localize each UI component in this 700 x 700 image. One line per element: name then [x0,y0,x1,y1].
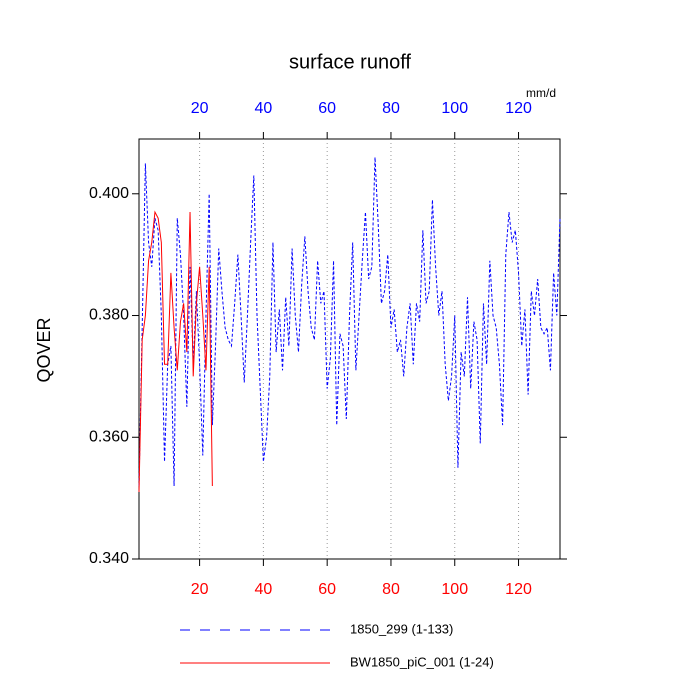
series-line [138,157,561,486]
x-tick-label: 40 [254,581,272,598]
x2-tick-label: 40 [254,100,272,117]
y-tick-label: 0.360 [89,428,129,445]
legend-label: BW1850_piC_001 (1-24) [350,654,494,669]
y-tick-label: 0.400 [89,185,129,202]
y-tick-label: 0.340 [89,550,129,567]
x2-tick-label: 20 [191,100,209,117]
chart-title: surface runoff [289,51,411,73]
series-line [138,210,213,493]
x-tick-label: 100 [441,581,468,598]
x2-units: mm/d [526,86,556,100]
x2-tick-label: 100 [441,100,468,117]
x2-tick-label: 60 [318,100,336,117]
x-tick-label: 120 [505,581,532,598]
plot-frame [138,138,561,560]
legend-label: 1850_299 (1-133) [350,621,453,636]
x2-tick-label: 120 [505,100,532,117]
x-tick-label: 80 [382,581,400,598]
x-tick-label: 20 [191,581,209,598]
x-tick-label: 60 [318,581,336,598]
y-axis-label: QOVER [34,317,54,382]
x2-tick-label: 80 [382,100,400,117]
y-tick-label: 0.380 [89,307,129,324]
